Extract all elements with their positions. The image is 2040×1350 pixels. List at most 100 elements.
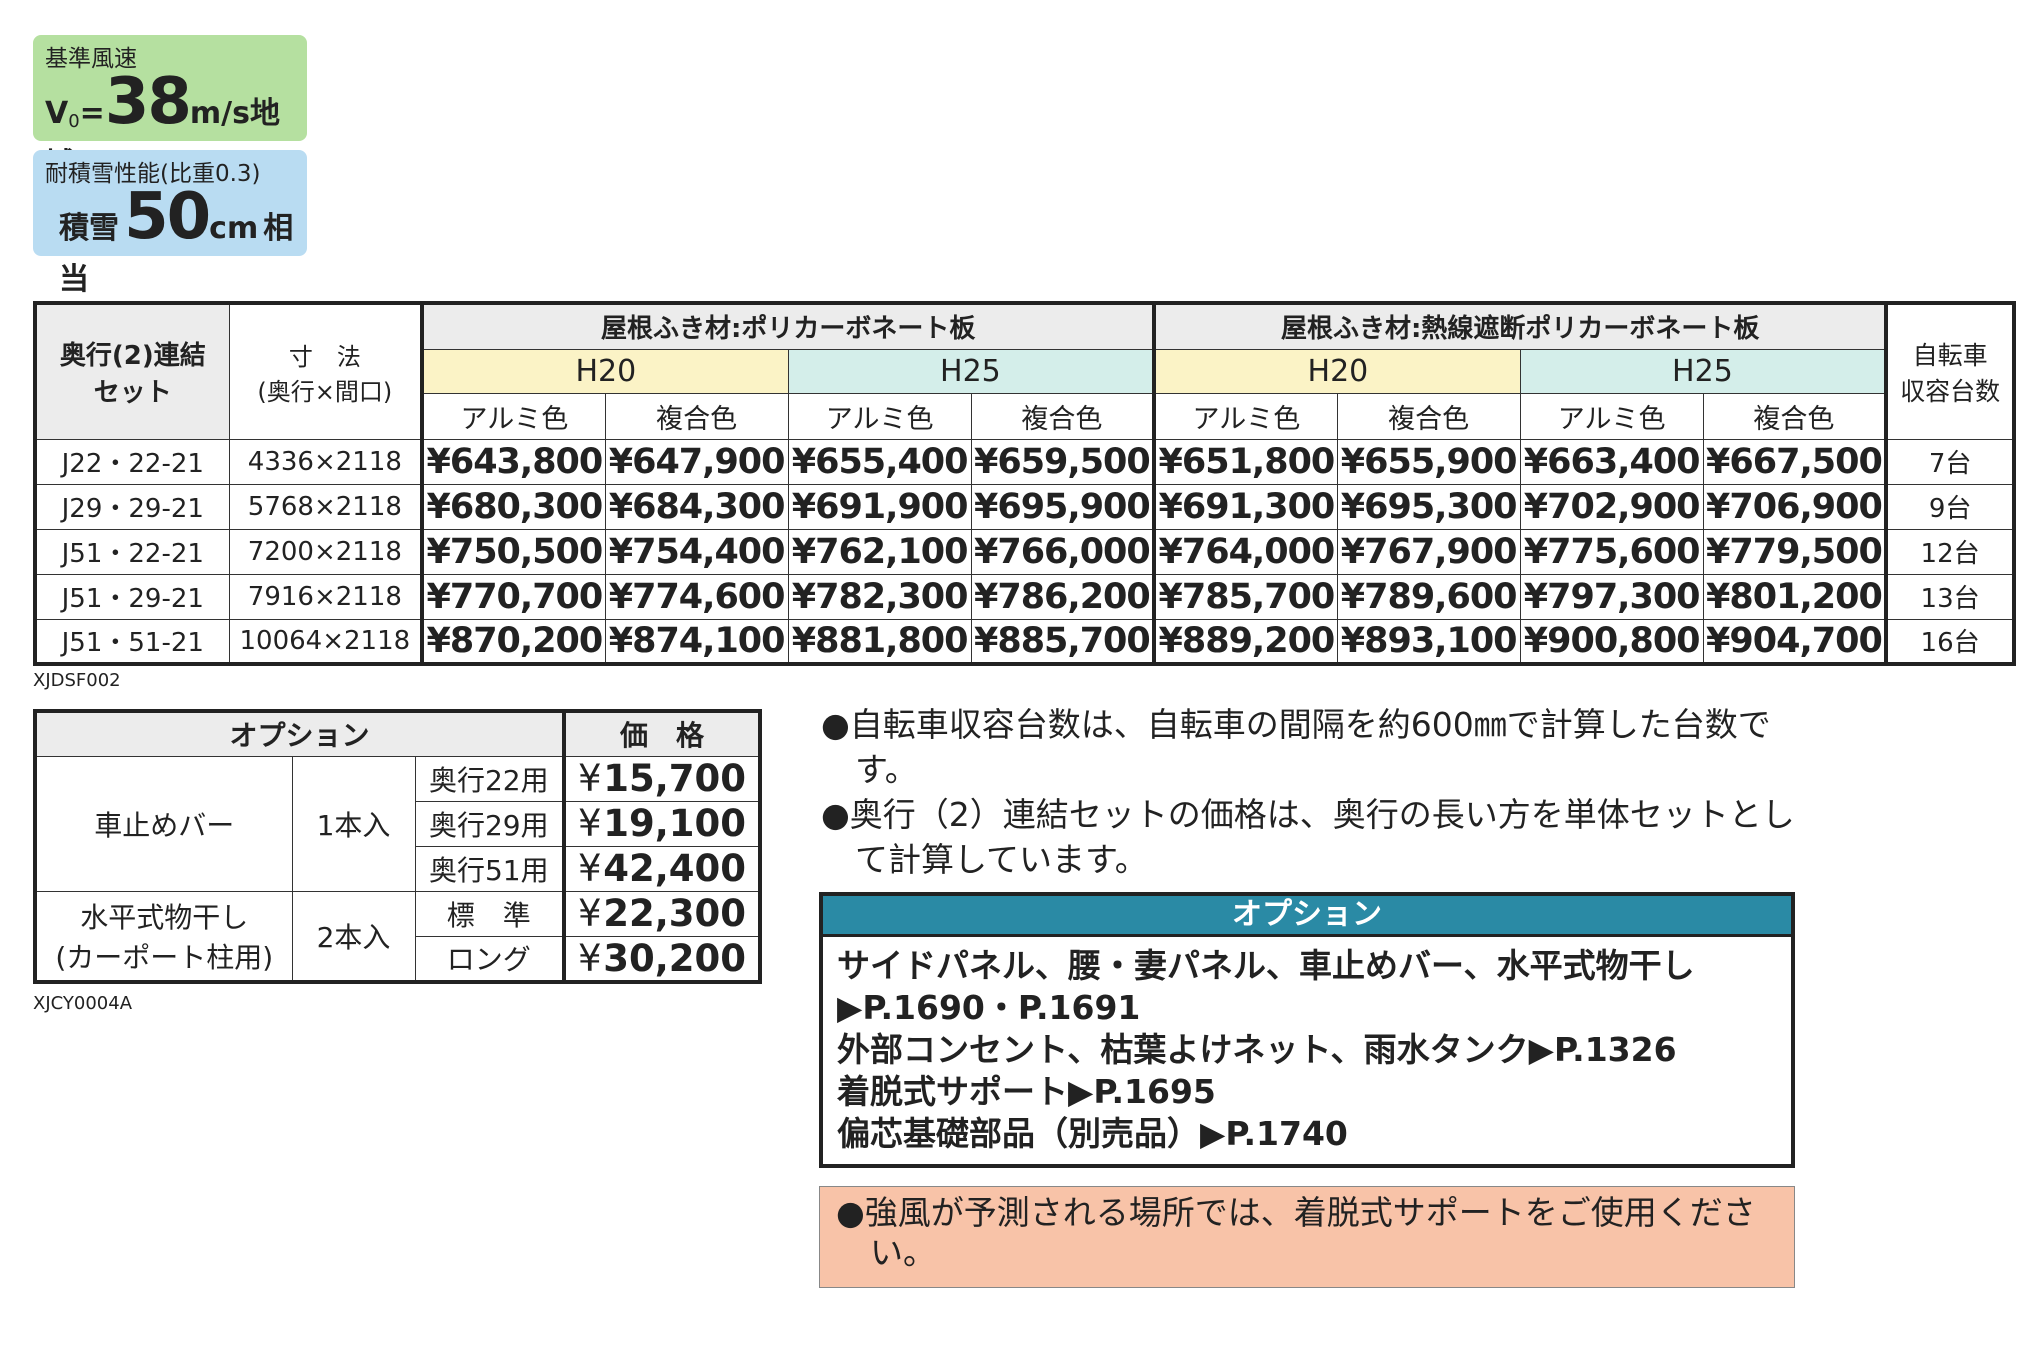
- line-text: (カーポート柱用): [55, 940, 274, 974]
- height-cell: H25: [1519, 348, 1887, 394]
- badge-sub: 0: [68, 111, 80, 133]
- badge-prefix: V: [45, 96, 69, 131]
- data-row: J51・22-21 7200×2118 ¥750,500 ¥754,400 ¥762,1…: [34, 528, 2015, 575]
- badge-value: 38: [104, 65, 192, 139]
- price-cell: ¥785,700: [1152, 573, 1338, 620]
- header-cell: 奥行(2)連結 セット: [34, 302, 230, 440]
- option-row: 奥行51用 ¥42,400: [35, 845, 761, 892]
- group-title: 屋根ふき材:ポリカーボネート板: [420, 302, 1155, 350]
- option-qty: 1本入: [291, 755, 416, 892]
- table-code: XJDSF002: [33, 670, 121, 691]
- price-cell: ¥874,100: [604, 618, 789, 665]
- size-cell: 7916×2118: [228, 573, 423, 620]
- price-cell: ¥789,600: [1336, 573, 1521, 620]
- header-cell: 価 格: [563, 710, 761, 757]
- price-cell: ¥766,000: [970, 528, 1155, 575]
- color-cell: 複合色: [1702, 392, 1887, 440]
- price-cell: ¥695,300: [1336, 483, 1521, 530]
- option-box: オプション サイドパネル、腰・妻パネル、車止めバー、水平式物干し▶P.1690・…: [819, 892, 1795, 1168]
- option-line: 偏芯基礎部品（別売品）▶P.1740: [837, 1114, 1348, 1153]
- snow-badge: 耐積雪性能(比重0.3) 積雪 50cm 相当: [33, 150, 307, 297]
- capacity-cell: 7台: [1884, 438, 2015, 485]
- option-price: ¥15,700: [563, 755, 761, 802]
- option-price: ¥30,200: [563, 935, 761, 982]
- option-row: ロング ¥30,200: [35, 935, 761, 982]
- price-cell: ¥702,900: [1519, 483, 1704, 530]
- line-text: (奥行×間口): [257, 377, 393, 406]
- model-cell: J51・29-21: [34, 573, 230, 620]
- option-label: 奥行51用: [414, 845, 567, 892]
- currency: ¥: [578, 892, 602, 935]
- option-qty: 2本入: [291, 890, 416, 982]
- price-cell: ¥667,500: [1702, 438, 1887, 485]
- price-cell: ¥801,200: [1702, 573, 1887, 620]
- color-cell: 複合色: [970, 392, 1155, 440]
- price-cell: ¥786,200: [970, 573, 1155, 620]
- line-text: 車止めバー: [94, 808, 235, 842]
- price-cell: ¥770,700: [420, 573, 606, 620]
- option-name: 車止めバー: [34, 755, 293, 892]
- color-cell: アルミ色: [420, 392, 606, 440]
- price-cell: ¥655,400: [787, 438, 972, 485]
- note: ●自転車収容台数は、自転車の間隔を約600㎜で計算した台数です。: [821, 702, 1801, 792]
- price-cell: ¥663,400: [1519, 438, 1704, 485]
- badge-suffix: 相当: [59, 211, 294, 297]
- data-row: J22・22-21 4336×2118 ¥643,800 ¥647,900 ¥655,4…: [34, 438, 2015, 485]
- capacity-cell: 12台: [1884, 528, 2015, 575]
- color-cell: 複合色: [1336, 392, 1521, 440]
- capacity-cell: 9台: [1884, 483, 2015, 530]
- currency: ¥: [578, 847, 602, 890]
- bullet: ●: [821, 795, 850, 834]
- model-cell: J29・29-21: [34, 483, 230, 530]
- size-cell: 4336×2118: [228, 438, 423, 485]
- color-cell: アルミ色: [787, 392, 972, 440]
- height-cell: H20: [1152, 348, 1521, 394]
- model-cell: J51・22-21: [34, 528, 230, 575]
- height-cell: H25: [787, 348, 1155, 394]
- option-row: 水平式物干し (カーポート柱用) 2本入標 準 ¥22,300: [34, 890, 761, 982]
- option-price: ¥42,400: [563, 845, 761, 892]
- data-row: J29・29-21 5768×2118 ¥680,300 ¥684,300 ¥691,9…: [34, 483, 2015, 530]
- warning-text: 強風が予測される場所では、着脱式サポートをご使用ください。: [864, 1193, 1756, 1272]
- price-table: 奥行(2)連結 セット 寸 法 (奥行×間口) 屋根ふき材:ポリカーボネート板 屋根ふき材…: [33, 301, 2016, 666]
- currency: ¥: [578, 757, 602, 800]
- option-box-title: オプション: [823, 896, 1791, 937]
- price-cell: ¥870,200: [420, 618, 606, 665]
- price-cell: ¥900,800: [1519, 618, 1704, 665]
- option-price: ¥22,300: [563, 890, 761, 937]
- price-cell: ¥782,300: [787, 573, 972, 620]
- option-line: サイドパネル、腰・妻パネル、車止めバー、水平式物干し▶P.1690・P.1691: [837, 946, 1695, 1027]
- price-cell: ¥754,400: [604, 528, 789, 575]
- option-label: ロング: [414, 935, 567, 982]
- price-cell: ¥651,800: [1152, 438, 1338, 485]
- price-cell: ¥684,300: [604, 483, 789, 530]
- group-title: 屋根ふき材:熱線遮断ポリカーボネート板: [1152, 302, 1887, 350]
- price-cell: ¥680,300: [420, 483, 606, 530]
- warning-box: ●強風が予測される場所では、着脱式サポートをご使用ください。: [819, 1186, 1795, 1288]
- header-row: オプション価 格: [34, 710, 761, 757]
- option-price: ¥19,100: [563, 800, 761, 847]
- currency: ¥: [578, 802, 602, 845]
- price-cell: ¥643,800: [420, 438, 606, 485]
- price-cell: ¥695,900: [970, 483, 1155, 530]
- badge-eq: =: [79, 96, 105, 131]
- height-cell: H20: [420, 348, 789, 394]
- badge-unit: cm: [209, 211, 259, 246]
- note: ●奥行（2）連結セットの価格は、奥行の長い方を単体セットとして計算しています。: [821, 792, 1801, 882]
- bullet: ●: [821, 705, 850, 744]
- options-code: XJCY0004A: [33, 993, 133, 1014]
- option-line: 外部コンセント、枯葉よけネット、雨水タンク▶P.1326: [837, 1030, 1677, 1069]
- price-cell: ¥691,300: [1152, 483, 1338, 530]
- header-cell: 自転車 収容台数: [1884, 302, 2015, 440]
- price-cell: ¥775,600: [1519, 528, 1704, 575]
- data-row: J51・29-21 7916×2118 ¥770,700 ¥774,600 ¥782,3…: [34, 573, 2015, 620]
- price-cell: ¥750,500: [420, 528, 606, 575]
- option-label: 奥行29用: [414, 800, 567, 847]
- option-label: 奥行22用: [414, 755, 567, 802]
- data-row: J51・51-21 10064×2118 ¥870,200 ¥874,100 ¥881,…: [34, 618, 2015, 665]
- model-cell: J51・51-21: [34, 618, 230, 665]
- badge-label: 基準風速: [45, 46, 137, 72]
- note-text: 自転車収容台数は、自転車の間隔を約600㎜で計算した台数です。: [849, 705, 1771, 789]
- line-text: セット: [93, 377, 172, 408]
